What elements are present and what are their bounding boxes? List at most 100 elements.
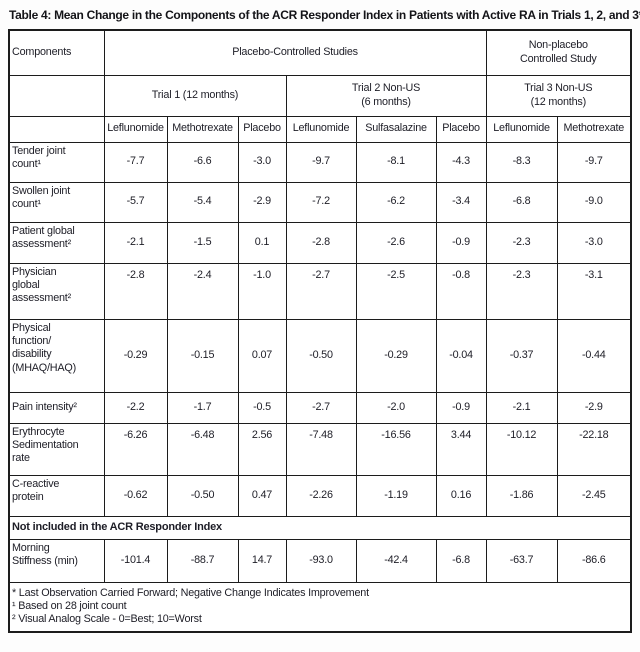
table-cell: -1.7 <box>166 391 239 424</box>
table-cell: -0.9 <box>435 221 487 264</box>
table-cell: -7.7 <box>103 141 168 183</box>
header-nonplacebo-group: Non-placebo Controlled Study <box>485 29 632 76</box>
table-cell: -2.9 <box>237 181 287 223</box>
table-cell: -101.4 <box>103 538 168 583</box>
table-cell: 0.47 <box>237 474 287 517</box>
table-cell: -5.4 <box>166 181 239 223</box>
table-cell: -16.56 <box>355 422 437 476</box>
row-label: Erythrocyte Sedimentation rate <box>8 422 105 476</box>
column-header-leflunomide-t3: Leflunomide <box>485 115 558 143</box>
header-row-groups: Components Placebo-Controlled Studies No… <box>8 29 632 76</box>
column-header-leflunomide-t1: Leflunomide <box>103 115 168 143</box>
table-cell: -9.0 <box>556 181 632 223</box>
header-row-drugs: Leflunomide Methotrexate Placebo Lefluno… <box>8 115 632 143</box>
table-cell: -22.18 <box>556 422 632 476</box>
row-label: Tender joint count¹ <box>8 141 105 183</box>
column-header-placebo-t2: Placebo <box>435 115 487 143</box>
table-cell: -0.44 <box>556 318 632 393</box>
table-cell: -6.2 <box>355 181 437 223</box>
table-cell: 0.07 <box>237 318 287 393</box>
table-row-erythrocyte-sedimentation-rate: Erythrocyte Sedimentation rate -6.26 -6.… <box>8 422 632 476</box>
table-cell: -9.7 <box>556 141 632 183</box>
section-header-row: Not included in the ACR Responder Index <box>8 515 632 540</box>
header-row-trials: Trial 1 (12 months) Trial 2 Non-US (6 mo… <box>8 74 632 117</box>
table-cell: -2.1 <box>103 221 168 264</box>
empty-cell <box>8 74 105 117</box>
table-cell: -2.0 <box>355 391 437 424</box>
header-trial-1: Trial 1 (12 months) <box>103 74 287 117</box>
table-cell: -0.29 <box>355 318 437 393</box>
column-header-methotrexate-t1: Methotrexate <box>166 115 239 143</box>
row-label: Swollen joint count¹ <box>8 181 105 223</box>
table-row-physician-global-assessment: Physician global assessment² -2.8 -2.4 -… <box>8 262 632 320</box>
table-cell: -4.3 <box>435 141 487 183</box>
table-cell: -0.15 <box>166 318 239 393</box>
table-row-morning-stiffness: Morning Stiffness (min) -101.4 -88.7 14.… <box>8 538 632 583</box>
table-cell: 0.1 <box>237 221 287 264</box>
table-cell: -0.5 <box>237 391 287 424</box>
footnote-visual-analog-scale: ² Visual Analog Scale - 0=Best; 10=Worst <box>12 613 202 626</box>
table-cell: -2.7 <box>285 391 357 424</box>
table-cell: -2.9 <box>556 391 632 424</box>
table-cell: -63.7 <box>485 538 558 583</box>
table-cell: -2.1 <box>485 391 558 424</box>
section-header: Not included in the ACR Responder Index <box>8 515 632 540</box>
table-cell: -5.7 <box>103 181 168 223</box>
table-cell: -2.26 <box>285 474 357 517</box>
header-components: Components <box>8 29 105 76</box>
table-cell: -3.0 <box>556 221 632 264</box>
header-trial-2: Trial 2 Non-US (6 months) <box>285 74 487 117</box>
table-cell: -2.5 <box>355 262 437 320</box>
row-label: Physician global assessment² <box>8 262 105 320</box>
table-cell: -3.1 <box>556 262 632 320</box>
table-title: Table 4: Mean Change in the Components o… <box>9 8 640 22</box>
row-label: Patient global assessment² <box>8 221 105 264</box>
table-cell: -2.8 <box>103 262 168 320</box>
table-cell: -0.04 <box>435 318 487 393</box>
table-cell: -2.8 <box>285 221 357 264</box>
table-cell: -1.5 <box>166 221 239 264</box>
column-header-methotrexate-t3: Methotrexate <box>556 115 632 143</box>
table-cell: -2.3 <box>485 262 558 320</box>
table-cell: -2.45 <box>556 474 632 517</box>
table-cell: -88.7 <box>166 538 239 583</box>
table-row-swollen-joint-count: Swollen joint count¹ -5.7 -5.4 -2.9 -7.2… <box>8 181 632 223</box>
table-cell: -1.19 <box>355 474 437 517</box>
table-cell: -3.0 <box>237 141 287 183</box>
footnote-joint-count: ¹ Based on 28 joint count <box>12 600 127 612</box>
table-cell: -86.6 <box>556 538 632 583</box>
column-header-sulfasalazine-t2: Sulfasalazine <box>355 115 437 143</box>
table-cell: -7.48 <box>285 422 357 476</box>
table-cell: -0.37 <box>485 318 558 393</box>
column-header-placebo-t1: Placebo <box>237 115 287 143</box>
table-cell: -6.8 <box>485 181 558 223</box>
table-row-patient-global-assessment: Patient global assessment² -2.1 -1.5 0.1… <box>8 221 632 264</box>
table-cell: -42.4 <box>355 538 437 583</box>
table-cell: 14.7 <box>237 538 287 583</box>
footnotes-row: * Last Observation Carried Forward; Nega… <box>8 581 632 633</box>
table-cell: -93.0 <box>285 538 357 583</box>
table-cell: -0.62 <box>103 474 168 517</box>
header-placebo-controlled-group: Placebo-Controlled Studies <box>103 29 487 76</box>
row-label: Pain intensity² <box>8 391 105 424</box>
table-cell: -6.6 <box>166 141 239 183</box>
table-row-c-reactive-protein: C-reactive protein -0.62 -0.50 0.47 -2.2… <box>8 474 632 517</box>
table-cell: -0.50 <box>166 474 239 517</box>
table-row-pain-intensity: Pain intensity² -2.2 -1.7 -0.5 -2.7 -2.0… <box>8 391 632 424</box>
header-trial-3: Trial 3 Non-US (12 months) <box>485 74 632 117</box>
table-cell: -1.86 <box>485 474 558 517</box>
row-label: Physical function/ disability (MHAQ/HAQ) <box>8 318 105 393</box>
table-cell: 2.56 <box>237 422 287 476</box>
empty-cell <box>8 115 105 143</box>
table-cell: -3.4 <box>435 181 487 223</box>
table-cell: -7.2 <box>285 181 357 223</box>
table-cell: 0.16 <box>435 474 487 517</box>
footnotes-cell: * Last Observation Carried Forward; Nega… <box>8 581 632 633</box>
acr-responder-table: Components Placebo-Controlled Studies No… <box>8 29 633 633</box>
table-row-tender-joint-count: Tender joint count¹ -7.7 -6.6 -3.0 -9.7 … <box>8 141 632 183</box>
table-cell: -0.50 <box>285 318 357 393</box>
table-cell: 3.44 <box>435 422 487 476</box>
footnote-locf: * Last Observation Carried Forward; Nega… <box>12 586 369 599</box>
table-cell: -8.1 <box>355 141 437 183</box>
table-cell: -6.26 <box>103 422 168 476</box>
